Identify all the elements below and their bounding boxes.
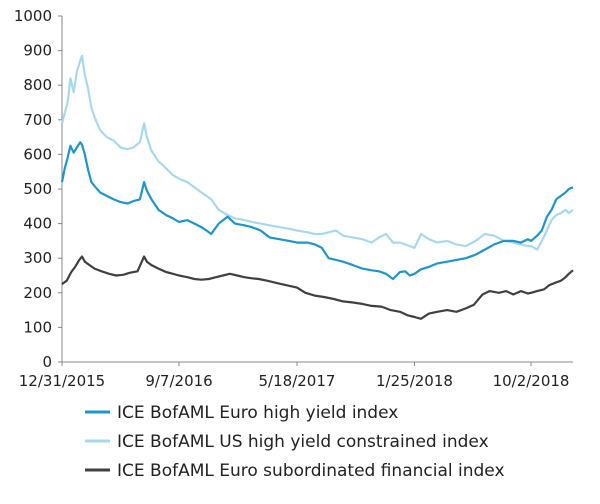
x-axis: 12/31/2015 9/7/2016 5/18/2017 1/25/2018 10/2… [19, 361, 573, 390]
legend: ICE BofAML Euro high yield index ICE BofA… [85, 403, 505, 481]
x-tick-label: 5/18/2017 [259, 372, 336, 390]
y-tick-label: 400 [23, 215, 52, 233]
y-tick-label: 900 [23, 42, 52, 60]
y-tick-label: 700 [23, 111, 52, 129]
legend-label-2: ICE BofAML US high yield constrained ind… [117, 432, 489, 452]
series-line-2 [60, 54, 574, 251]
y-tick-label: 1000 [14, 7, 52, 25]
x-tick-label: 9/7/2016 [145, 372, 212, 390]
y-tick-label: 800 [23, 76, 52, 94]
y-tick-label: 200 [23, 284, 52, 302]
y-axis: 0 100 200 300 400 500 600 700 800 900 1000 [14, 7, 63, 371]
series-line-1 [60, 141, 574, 281]
plot-area [60, 54, 574, 320]
x-tick-label: 10/2/2018 [493, 372, 570, 390]
series-line-3 [61, 255, 574, 320]
legend-label-3: ICE BofAML Euro subordinated financial i… [117, 461, 505, 481]
y-tick-label: 300 [23, 249, 52, 267]
x-tick-label: 1/25/2018 [376, 372, 453, 390]
y-tick-label: 600 [23, 145, 52, 163]
y-tick-label: 0 [42, 353, 52, 371]
x-tick-label: 12/31/2015 [19, 372, 105, 390]
y-tick-label: 100 [23, 318, 52, 336]
y-tick-label: 500 [23, 180, 52, 198]
legend-label-1: ICE BofAML Euro high yield index [117, 403, 398, 423]
